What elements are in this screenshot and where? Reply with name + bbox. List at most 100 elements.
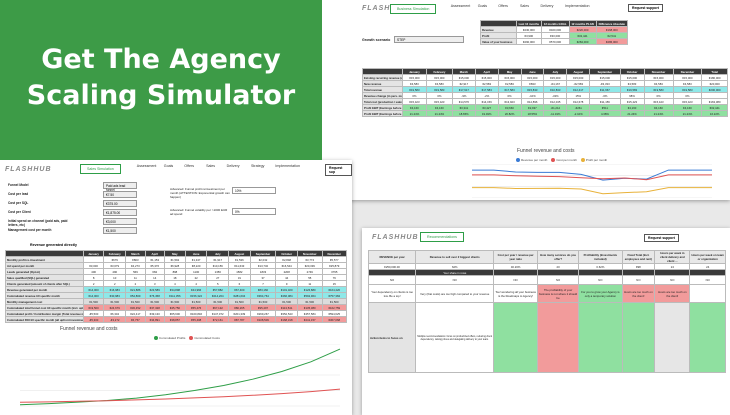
rec-header-cell: Fixed Total (Incl. employees and rent) (621, 250, 656, 264)
series-line (20, 388, 341, 403)
hero-title-line-2: Scaling Simulator (26, 80, 296, 111)
legend-label: Cost per month (556, 158, 577, 162)
table-cell: 21.24% (402, 110, 427, 117)
actions-label: Action items to focus on (367, 302, 417, 373)
field-label: Funnel Model (8, 183, 29, 187)
table-row: Total revenue €19,583 €19,583 €17,917 €17,58… (362, 86, 728, 93)
action-item-cell (689, 302, 726, 373)
on-target-cell: NO (536, 275, 580, 285)
table-cell: €6,757 (125, 316, 146, 323)
rec-actions-row: Action items to focus on Multiple recomme… (367, 302, 726, 373)
table-cell: €168,318 (275, 316, 298, 323)
table-cell: €108,509 (249, 316, 277, 323)
tab-business-simulation[interactable]: Business Simulation (390, 4, 437, 14)
action-item-cell (536, 302, 580, 373)
table-cell: €72,161 (206, 316, 230, 323)
summary-cell: €290,000 (515, 38, 542, 45)
top-funnel-chart (472, 164, 712, 198)
series-line (472, 169, 712, 181)
on-target-cell: NO (415, 275, 495, 285)
field-input[interactable]: €3,000 (103, 218, 137, 225)
series-line (20, 348, 341, 406)
field-input[interactable]: €7.50 (103, 191, 137, 198)
rec-header-cell: REVENUE per year (367, 250, 417, 264)
legend-swatch (580, 158, 585, 163)
tab-recommendations[interactable]: Recommendations (420, 232, 464, 242)
field-input[interactable]: €1,875.00 (103, 209, 137, 216)
rec-header-cell: Hours per week in client delivery and cl… (654, 250, 691, 264)
field-label: Initial spend on channel (paid ads, paid… (8, 219, 68, 227)
tab-goals[interactable]: Goals (163, 164, 174, 168)
table-cell: 18.55% (520, 110, 545, 117)
on-target-cell: NO (689, 275, 726, 285)
table-cell: €367,068 (321, 316, 348, 323)
tab-goals[interactable]: Goals (477, 4, 488, 8)
tab-offers[interactable]: Offers (498, 4, 508, 8)
on-target-cell: NO (621, 275, 656, 285)
series-line (472, 174, 712, 181)
series-line (472, 187, 712, 195)
advanced-input[interactable]: 0% (232, 208, 276, 215)
table-cell: -€5,300 (82, 316, 105, 323)
summary-cell: €284,000 (568, 38, 597, 45)
table-cell: 21.24% (672, 110, 703, 117)
summary-row: Value of your business €290,000 €570,000 €2… (480, 38, 629, 45)
rec-header-cell: Cost per year / revenue per year ratio (493, 250, 538, 264)
action-item-cell (621, 302, 656, 373)
left-chart-legend: Cummulated Profits Cummulated Costs (150, 336, 220, 341)
improvement-cell: The profitability of your business is no… (536, 284, 580, 303)
tab-offers[interactable]: Offers (184, 164, 195, 168)
on-target-cell: NO (654, 275, 691, 285)
field-input[interactable]: €375.00 (103, 200, 137, 207)
table-cell: €55,408 (184, 316, 208, 323)
table-cell: -€3,272 (103, 316, 127, 323)
tab-delivery[interactable]: Delivery (540, 4, 554, 8)
tab-sales-simulation[interactable]: Sales Simulation (80, 164, 121, 174)
tab-delivery[interactable]: Delivery (226, 164, 240, 168)
on-target-cell: NO (578, 275, 623, 285)
table-row: Cummulated total funnel cost till specif… (5, 304, 348, 311)
flashhub-logo-right: FLASHHUB (372, 234, 419, 241)
improvement-cell: Your dependency on clients is too low. B… (367, 284, 417, 303)
table-row: Cummulated ROI till specific month (all … (5, 316, 348, 323)
summary-row: Profit €3,900 €30,000 €32,441 €2,541 (480, 32, 629, 39)
left-request-support-button[interactable]: Request sup (325, 164, 352, 176)
table-row: Revenue change (in pers. month)0%0%-9%-2… (362, 92, 728, 99)
table-cell: 20.82% (497, 110, 522, 117)
tab-assessment[interactable]: Assessment (450, 4, 471, 8)
tab-implementation[interactable]: Implementation (564, 4, 590, 8)
table-row: Ad spend per month €3,000 €3,679 €4,273 €5,3… (5, 262, 348, 269)
summary-row-label: Value of your business (480, 38, 517, 45)
left-chart-title: Funnel revenue and costs (60, 326, 118, 332)
right-request-support-button[interactable]: Request support (644, 234, 679, 242)
tab-sales[interactable]: Sales (206, 164, 216, 168)
tab-sales[interactable]: Sales (520, 4, 529, 8)
legend-label: Profit per month (585, 158, 608, 162)
table-cell: €241,157 (296, 316, 323, 323)
growth-scenario-select[interactable]: STEP (394, 36, 464, 43)
growth-scenario-label: Growth scenario (362, 38, 391, 42)
tab-strategy[interactable]: Strategy (251, 164, 265, 168)
table-cell: 19.49% (474, 110, 499, 117)
table-row: Profit EBIT (Earnings before interest an… (362, 110, 728, 117)
legend-label: Cummulated Costs (194, 336, 220, 340)
table-cell: 21.24% (643, 110, 674, 117)
field-label: Cost per Client (8, 210, 31, 214)
field-input[interactable]: €1,500 (103, 227, 137, 234)
summary-header-row: Last 12 months 12 months GOAL 12 months PL… (480, 20, 629, 27)
table-row: Cummulated profit / Contribution margin … (5, 310, 348, 317)
rec-header-cell: Profitability (Investments included) (578, 250, 623, 264)
advanced-input[interactable]: 10% (232, 187, 276, 194)
request-support-button[interactable]: Request support (628, 4, 663, 12)
table-cell: 18.65% (451, 110, 476, 117)
rec-header-row: REVENUE per year Revenue to sell over 2 b… (367, 250, 726, 264)
advanced-label: Advanced: Funnel volatility per >1000 EU… (170, 208, 228, 216)
table-row: Leads generated (Opt-in) 400 490 569 684 898 1… (5, 268, 348, 275)
legend-label: Revenue per month (521, 158, 548, 162)
tab-assessment[interactable]: Assessment (136, 164, 157, 168)
field-input[interactable]: Paid ads lead funnel (103, 182, 137, 192)
tab-implementation[interactable]: Implementation (275, 164, 300, 168)
improvement-cell: For you to grow your Agency is only a te… (578, 284, 623, 303)
top-chart-title: Funnel revenue and costs (517, 148, 575, 154)
table-header-row: January February March April May June July Augu… (5, 250, 348, 257)
